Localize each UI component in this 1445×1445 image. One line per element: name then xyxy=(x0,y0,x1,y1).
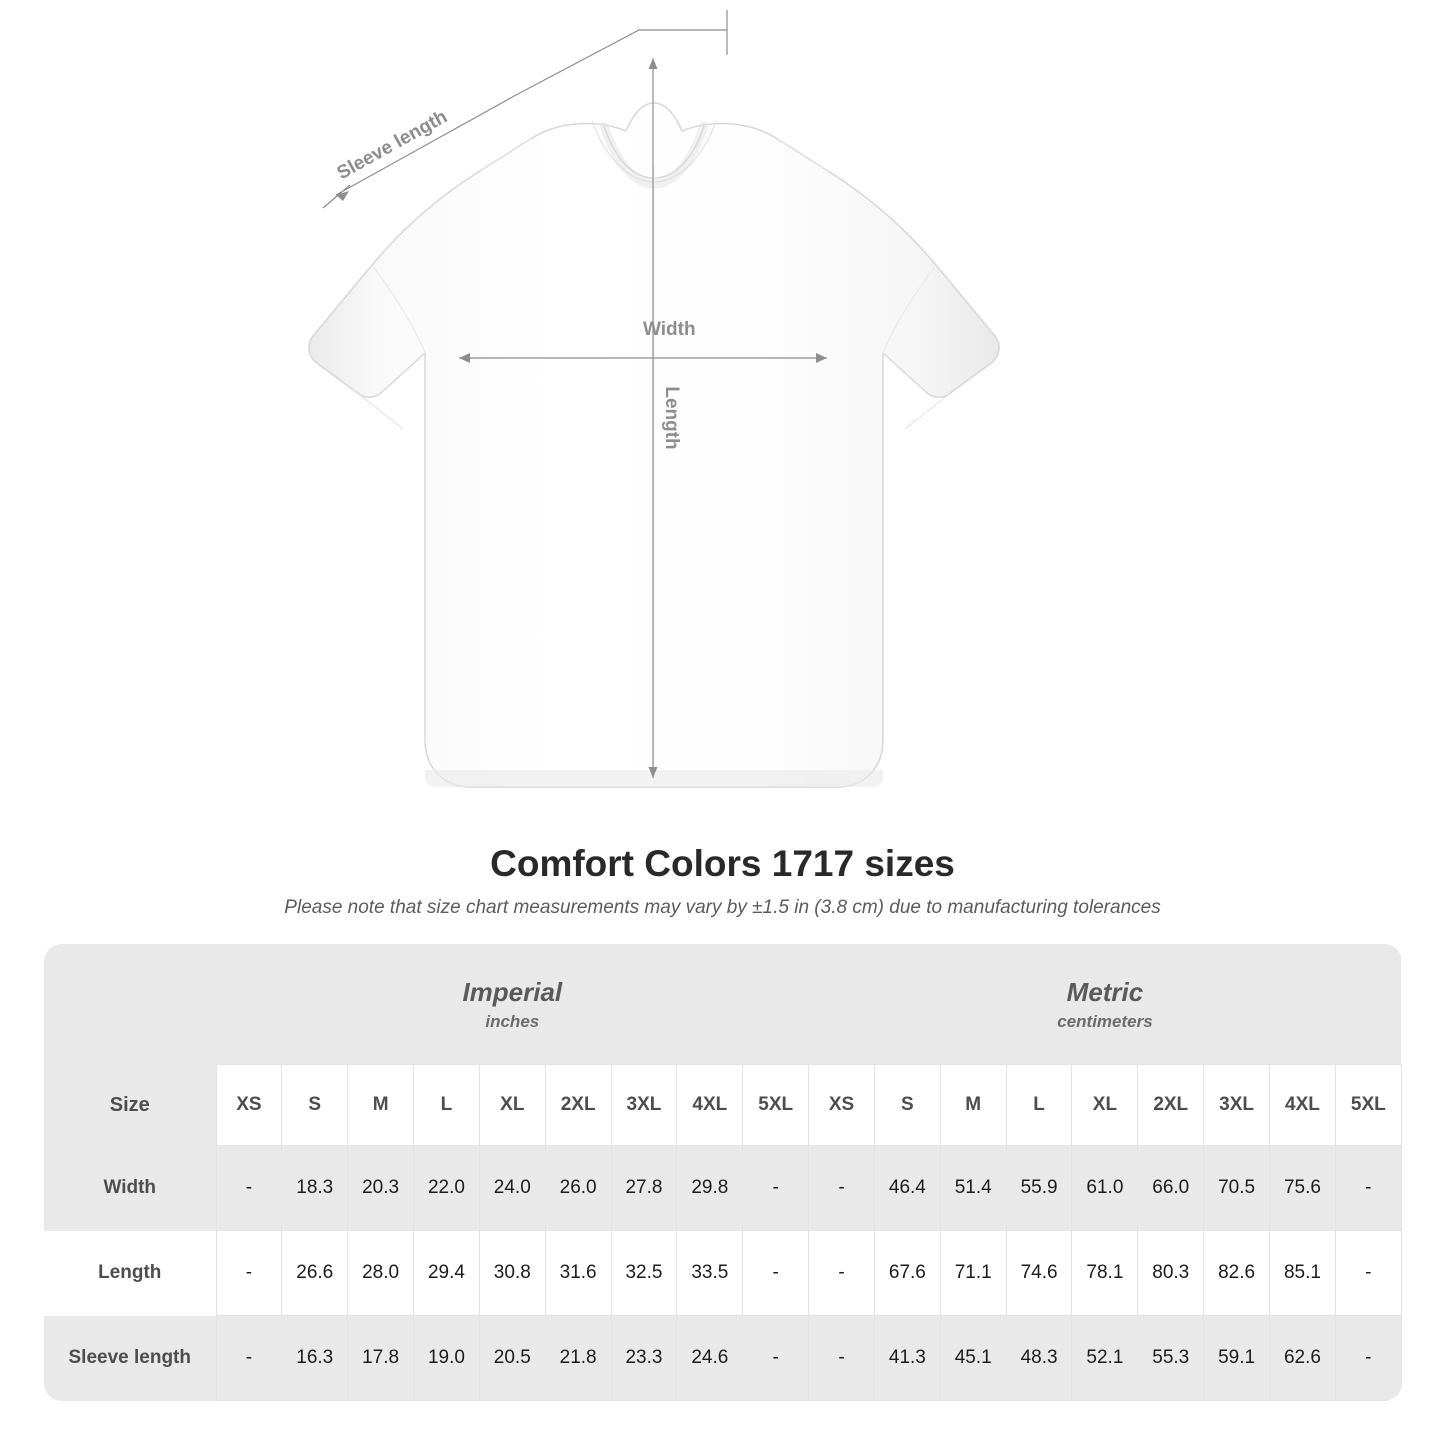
svg-text:Length: Length xyxy=(661,386,682,449)
svg-text:Sleeve length: Sleeve length xyxy=(334,106,451,184)
svg-text:Width: Width xyxy=(643,319,696,340)
